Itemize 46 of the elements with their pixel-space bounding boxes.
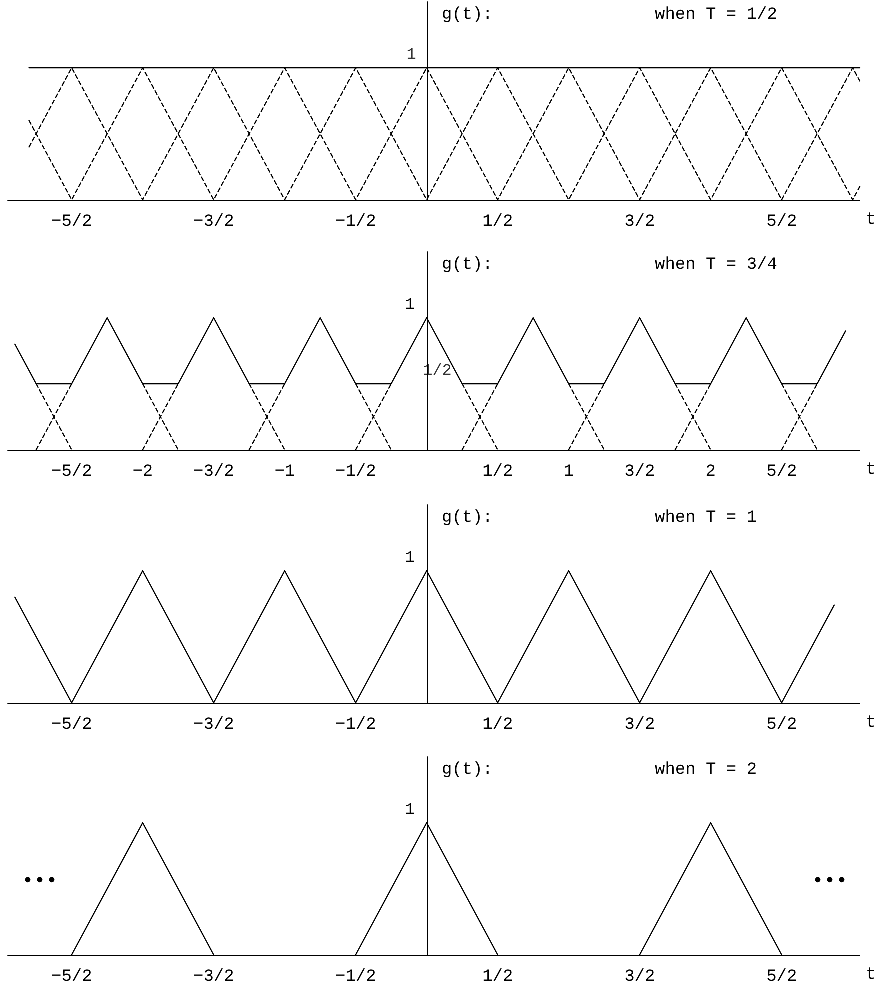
x-axis-title: t xyxy=(866,461,876,480)
x-tick-label: 1 xyxy=(564,463,574,482)
x-tick-label: 5/2 xyxy=(766,463,798,482)
x-tick-label: −5/2 xyxy=(51,716,92,735)
x-tick-label: −5/2 xyxy=(51,463,92,482)
text: 1 xyxy=(405,296,415,314)
annotation: ••• xyxy=(22,870,58,894)
y-axis-title: g(t): xyxy=(442,6,494,25)
x-tick-label: −5/2 xyxy=(51,213,92,232)
x-axis-title: t xyxy=(866,714,876,733)
chart-title: when T = 2 xyxy=(655,761,758,780)
x-tick-label: −1/2 xyxy=(335,213,376,232)
x-tick-label: −1/2 xyxy=(335,716,376,735)
x-tick-label: −3/2 xyxy=(193,213,234,232)
chart-title: when T = 3/4 xyxy=(655,256,778,275)
x-tick-label: 3/2 xyxy=(624,968,656,987)
x-tick-label: −1/2 xyxy=(335,463,376,482)
y-axis-title: g(t): xyxy=(442,256,494,275)
x-tick-label: −3/2 xyxy=(193,463,234,482)
chart-title: when T = 1 xyxy=(655,509,758,528)
x-tick-label: 3/2 xyxy=(624,463,656,482)
y-axis-title: g(t): xyxy=(442,509,494,528)
x-tick-label: −1/2 xyxy=(335,968,376,987)
x-tick-label: 3/2 xyxy=(624,716,656,735)
chart-title: when T = 1/2 xyxy=(655,6,778,25)
annotation: ••• xyxy=(812,870,848,894)
x-tick-label: 5/2 xyxy=(766,213,798,232)
x-tick-label: −3/2 xyxy=(193,716,234,735)
y-axis-title: g(t): xyxy=(442,761,494,780)
text: 1 xyxy=(405,549,415,567)
x-axis-title: t xyxy=(866,211,876,230)
x-tick-label: −1 xyxy=(274,463,296,482)
x-tick-label: 1/2 xyxy=(482,213,514,232)
x-tick-label: 1/2 xyxy=(482,968,514,987)
x-tick-label: 1/2 xyxy=(482,716,514,735)
x-tick-label: 3/2 xyxy=(624,213,656,232)
x-tick-label: 2 xyxy=(706,463,716,482)
x-tick-label: 5/2 xyxy=(766,716,798,735)
x-axis-title: t xyxy=(866,966,876,985)
x-tick-label: −5/2 xyxy=(51,968,92,987)
x-tick-label: −3/2 xyxy=(193,968,234,987)
x-tick-label: 1/2 xyxy=(482,463,514,482)
x-tick-label: 5/2 xyxy=(766,968,798,987)
annotation: 1 xyxy=(406,46,416,64)
x-tick-label: −2 xyxy=(132,463,154,482)
text: 1 xyxy=(405,801,415,819)
